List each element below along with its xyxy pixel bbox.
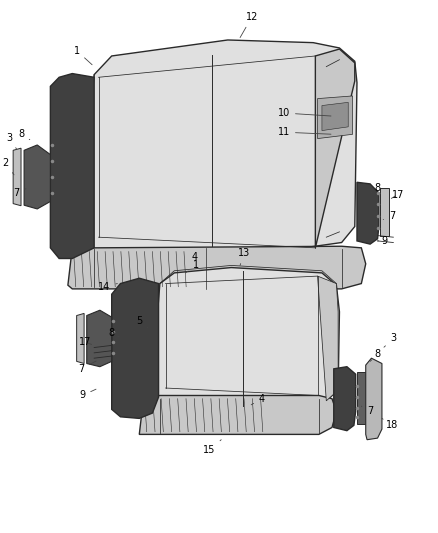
Polygon shape [315,49,355,248]
Text: 9: 9 [378,236,388,246]
Polygon shape [366,358,382,440]
Text: 11: 11 [278,127,331,137]
Polygon shape [357,182,379,244]
Polygon shape [357,372,366,424]
Text: 3: 3 [384,334,396,347]
Text: 2: 2 [2,158,14,175]
Polygon shape [318,96,353,139]
Text: 17: 17 [79,337,92,347]
Polygon shape [24,145,50,209]
Polygon shape [112,278,159,418]
Text: 14: 14 [98,282,117,292]
Text: 7: 7 [14,188,26,198]
Text: 17: 17 [391,190,404,199]
Text: 4: 4 [251,394,265,405]
Text: 8: 8 [371,183,381,193]
Polygon shape [151,268,339,408]
Text: 9: 9 [79,389,96,400]
Text: 3: 3 [7,133,17,149]
Polygon shape [13,148,21,206]
Polygon shape [334,367,356,431]
Polygon shape [318,276,338,401]
Text: 1: 1 [185,261,199,273]
Text: 15: 15 [203,440,221,455]
Text: 8: 8 [370,350,381,361]
Text: 4: 4 [192,252,198,268]
Text: 13: 13 [238,248,251,265]
Text: 7: 7 [361,406,373,416]
Polygon shape [79,40,357,259]
Text: 18: 18 [382,418,398,430]
Polygon shape [87,310,112,367]
Polygon shape [50,74,94,259]
Polygon shape [380,188,389,236]
Polygon shape [139,395,336,434]
Text: 5: 5 [136,316,148,328]
Text: 8: 8 [109,328,119,338]
Polygon shape [68,246,366,289]
Polygon shape [322,102,348,131]
Polygon shape [77,313,84,364]
Text: 12: 12 [240,12,258,37]
Text: 1: 1 [74,46,92,64]
Text: 8: 8 [18,130,30,140]
Text: 7: 7 [78,361,96,374]
Text: 7: 7 [383,211,395,221]
Text: 10: 10 [278,108,331,118]
